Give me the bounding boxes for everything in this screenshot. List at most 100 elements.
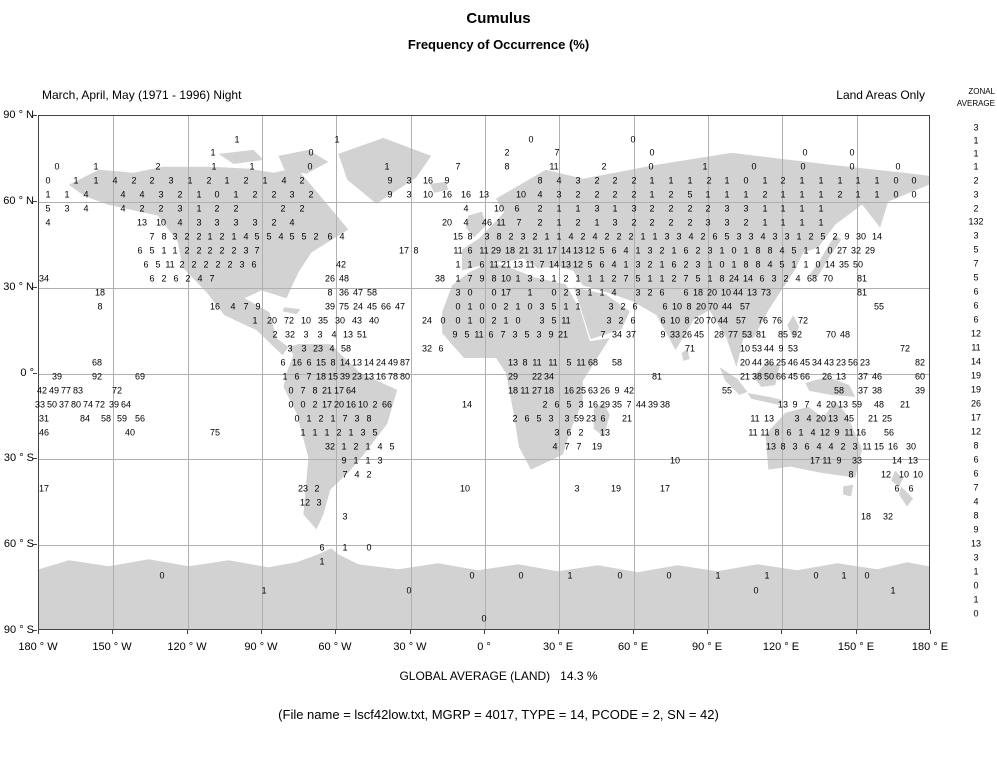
grid-cell-value: 11 [165,259,175,270]
grid-cell-value: 1 [762,175,768,186]
grid-cell-value: 33 [34,399,46,410]
x-axis-label: 150 ° E [837,641,875,653]
grid-cell-value: 3 [554,427,560,438]
y-axis-label: 0 ° [20,367,34,379]
grid-cell-value: 13 [136,217,148,228]
grid-cell-value: 26 [821,371,833,382]
grid-cell-value: 3 [664,231,670,242]
grid-cell-value: 4 [816,399,822,410]
grid-cell-value: 46 [871,371,883,382]
grid-cell-value: 10 [898,469,910,480]
grid-cell-value: 11 [474,329,484,340]
grid-cell-value: 1 [224,175,230,186]
grid-cell-value: 1 [874,189,880,200]
grid-cell-value: 6 [327,231,333,242]
y-axis-label: 90 ° N [3,109,34,121]
grid-cell-value: 1 [172,245,178,256]
grid-cell-value: 2 [149,175,155,186]
grid-cell-value: 4 [592,231,598,242]
grid-cell-value: 1 [815,245,821,256]
grid-cell-value: 3 [647,245,653,256]
grid-cell-value: 6 [488,329,494,340]
grid-cell-value: 1 [365,455,371,466]
grid-cell-value: 21 [621,413,633,424]
grid-cell-value: 1 [702,161,708,172]
grid-cell-value: 8 [767,245,773,256]
grid-cell-value: 0 [455,301,461,312]
java [747,392,782,405]
grid-cell-value: 37 [625,329,637,340]
grid-cell-value: 6 [514,203,520,214]
grid-cell-value: 21 [899,399,911,410]
grid-cell-value: 55 [721,385,733,396]
y-tick-mark [33,201,37,202]
grid-cell-value: 1 [527,287,533,298]
grid-cell-value: 33 [669,329,681,340]
grid-cell-value: 8 [504,161,510,172]
grid-cell-value: 4 [537,189,543,200]
grid-cell-value: 3 [852,441,858,452]
grid-cell-value: 48 [873,399,885,410]
grid-cell-value: 1 [45,189,51,200]
grid-cell-value: 5 [536,413,542,424]
grid-cell-value: 6 [632,301,638,312]
grid-cell-value: 7 [342,469,348,480]
grid-cell-value: 2 [832,231,838,242]
grid-cell-value: 10 [155,217,167,228]
grid-cell-value: 35 [611,399,623,410]
grid-cell-value: 56 [134,413,146,424]
grid-cell-value: 9 [778,343,784,354]
grid-cell-value: 6 [554,399,560,410]
grid-cell-value: 0 [849,147,855,158]
grid-cell-value: 0 [308,147,314,158]
grid-cell-value: 12 [572,259,584,270]
grid-cell-value: 24 [421,315,433,326]
grid-cell-value: 21 [500,259,512,270]
iceland [430,181,449,193]
grid-cell-value: 73 [760,287,772,298]
grid-cell-value: 11 [760,427,770,438]
south-america-landmass [283,344,398,530]
grid-cell-value: 44 [721,301,733,312]
zonal-average-value: 7 [973,482,979,493]
grid-cell-value: 5 [301,231,307,242]
grid-cell-value: 2 [537,217,543,228]
grid-cell-value: 8 [413,245,419,256]
grid-cell-value: 16 [422,175,434,186]
zonal-average-value: 4 [973,496,979,507]
grid-cell-value: 1 [841,570,847,581]
grid-cell-value: 27 [836,245,848,256]
grid-cell-value: 15 [327,371,339,382]
grid-cell-value: 6 [786,427,792,438]
grid-cell-value: 15 [873,441,885,452]
plot-area [38,115,930,630]
grid-cell-value: 3 [539,315,545,326]
grid-cell-value: 51 [356,329,368,340]
grid-cell-value: 1 [707,273,713,284]
grid-cell-value: 3 [724,203,730,214]
gridline-vertical [336,116,337,629]
grid-cell-value: 2 [743,217,749,228]
grid-cell-value: 6 [671,259,677,270]
gridline-vertical [485,116,486,629]
grid-cell-value: 57 [735,315,747,326]
gridline-horizontal [39,374,929,375]
grid-cell-value: 2 [280,203,286,214]
north-america-landmass [68,166,349,356]
grid-cell-value: 3 [772,231,778,242]
x-axis-label: 60 ° W [318,641,352,653]
zonal-average-value: 6 [973,468,979,479]
grid-cell-value: 34 [811,357,823,368]
grid-cell-value: 4 [611,287,617,298]
grid-cell-value: 0 [617,570,623,581]
grid-cell-value: 20 [739,357,751,368]
grid-cell-value: 13 [363,371,375,382]
grid-cell-value: 35 [838,259,850,270]
grid-cell-value: 9 [341,455,347,466]
grid-cell-value: 87 [399,357,411,368]
zonal-average-value: 0 [973,580,979,591]
grid-cell-value: 0 [648,161,654,172]
grid-cell-value: 2 [196,245,202,256]
grid-cell-value: 35 [317,315,329,326]
grid-cell-value: 45 [843,413,855,424]
